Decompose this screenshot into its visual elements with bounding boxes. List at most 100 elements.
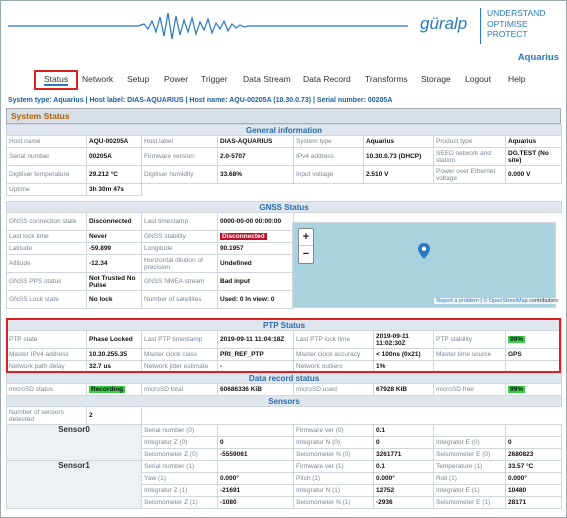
report-problem-link[interactable]: Report a problem [436, 298, 479, 304]
tab-help[interactable]: Help [508, 74, 526, 84]
tab-trigger[interactable]: Trigger [201, 74, 228, 84]
label-cell: Network path delay [6, 360, 87, 373]
value-cell: 0 [373, 436, 434, 449]
label-cell: Seismometer E (1) [433, 496, 506, 509]
tab-status[interactable]: Status [44, 74, 69, 84]
value-cell: 00205A [86, 147, 142, 166]
value-cell: 90.1957 [217, 242, 294, 255]
table-row: Uptime 3h 30m 47s [6, 183, 562, 196]
label-cell: Last PTP lock time [293, 330, 374, 349]
label-cell: Network jitter estimate [141, 360, 218, 373]
label-cell [433, 424, 506, 437]
table-row: Sensor1 Serial number (1) Firmware ver (… [6, 460, 563, 509]
label-cell: Host label [141, 135, 218, 148]
record-header: Data record status [5, 372, 563, 384]
tab-power[interactable]: Power [164, 74, 189, 84]
label-cell: PTP stability [433, 330, 506, 349]
label-cell: Integrator E (1) [433, 484, 506, 497]
device-name: Aquarius [517, 52, 559, 63]
tab-logout[interactable]: Logout [465, 74, 491, 84]
label-cell: Roll (1) [433, 472, 506, 485]
label-cell: Integrator Z (0) [141, 436, 218, 449]
status-badge: 99% [508, 336, 526, 343]
empty-cell [433, 360, 506, 373]
tab-storage[interactable]: Storage [421, 74, 451, 84]
value-cell: Used: 0 In view: 0 [217, 290, 294, 309]
tab-setup[interactable]: Setup [127, 74, 150, 84]
map-attribution: Report a problem | © OpenStreetMap contr… [434, 298, 560, 304]
value-cell: -1080 [217, 496, 294, 509]
attribution-text: contributors [527, 298, 558, 304]
tagline-line: OPTIMISE [487, 18, 528, 29]
label-cell: GNSS PPS status [6, 272, 87, 291]
tab-data-record[interactable]: Data Record [303, 74, 351, 84]
label-cell: Digitiser temperature [6, 165, 87, 184]
value-cell [217, 424, 294, 437]
label-cell: Pitch (1) [293, 472, 374, 485]
osm-link[interactable]: © OpenStreetMap [483, 298, 528, 304]
tab-data-stream[interactable]: Data Stream [243, 74, 291, 84]
value-cell: 3h 30m 47s [86, 183, 142, 196]
value-cell: 60686336 KiB [217, 383, 294, 396]
label-cell: Network outliers [293, 360, 374, 373]
active-tab-indicator [44, 84, 68, 86]
value-cell: 0.000° [373, 472, 434, 485]
table-row: Network path delay 32.7 us Network jitter… [6, 360, 563, 373]
label-cell: microSD free [433, 383, 506, 396]
value-cell: 99% [504, 330, 563, 349]
value-cell: - [217, 360, 294, 373]
value-cell: Disconnected [217, 230, 294, 243]
table-row: Seismometer Z (1) -1080 Seismometer N (1)… [7, 496, 563, 509]
value-cell: 29.212 °C [86, 165, 142, 184]
status-badge: Recording [89, 386, 126, 393]
value-cell: 0.000° [217, 472, 294, 485]
zoom-in-button[interactable]: + [299, 229, 313, 246]
label-cell: Seismometer E (0) [433, 448, 506, 461]
label-cell: Firmware version [141, 147, 218, 166]
label-cell: Seismometer N (0) [293, 448, 374, 461]
value-cell: 2 [86, 406, 142, 425]
value-cell: 28171 [504, 496, 563, 509]
table-row: Digitiser temperature 29.212 °C Digitiser… [6, 165, 563, 184]
table-row: Host name AQU-00205A Host label DIAS-AQUAR… [6, 135, 563, 148]
value-cell: 10480 [504, 484, 563, 497]
tab-transforms[interactable]: Transforms [365, 74, 408, 84]
system-summary: System type: Aquarius | Host label: DIAS… [8, 97, 393, 104]
table-row: Latitude -59.899 Longitude 90.1957 [6, 242, 562, 255]
label-cell: Last lock time [6, 230, 87, 243]
status-tab-highlight [34, 70, 78, 90]
table-row: Altitude -12.34 Horizontal dilution of pr… [6, 254, 562, 273]
zoom-out-button[interactable]: − [302, 248, 310, 260]
gnss-map[interactable] [292, 222, 556, 308]
tab-network[interactable]: Network [82, 74, 114, 84]
value-cell: Aquarius [504, 135, 563, 148]
label-cell: Integrator N (0) [293, 436, 374, 449]
label-cell: Input voltage [293, 165, 364, 184]
value-cell: -12.34 [86, 254, 142, 273]
ptp-table: PTP Status PTP state Phase Locked Last PT… [5, 319, 563, 509]
value-cell: 33.57 °C [504, 460, 563, 473]
tagline: UNDERSTAND OPTIMISE PROTECT [487, 8, 545, 40]
logo-divider [480, 8, 481, 44]
table-row: Serial number 00205A Firmware version 2.0-… [6, 147, 563, 166]
label-cell: Master time source [433, 348, 506, 361]
status-badge: 99% [508, 386, 526, 393]
value-cell: 0.000 V [504, 165, 563, 184]
map-pin-icon[interactable] [418, 243, 430, 259]
label-cell: Product type [433, 135, 506, 148]
label-cell: Firmware ver (1) [293, 460, 374, 473]
label-cell: GNSS Lock state [6, 290, 87, 309]
value-cell: -5559061 [217, 448, 294, 461]
label-cell: Horizontal dilution of precision [141, 254, 218, 273]
label-cell: Temperature (1) [433, 460, 506, 473]
table-row: Integrator Z (0) 0 Integrator N (0) 0 Inte… [7, 436, 563, 449]
ptp-header: PTP Status [5, 319, 563, 331]
label-cell: GNSS NMEA stream [141, 272, 218, 291]
value-cell: 67928 KiB [373, 383, 434, 396]
gnss-header: GNSS Status [5, 201, 563, 213]
label-cell: Uptime [6, 183, 87, 196]
value-cell: 0.000° [504, 472, 563, 485]
tagline-line: PROTECT [487, 29, 528, 39]
table-row: Master IPv4 address 10.30.255.35 Master c… [6, 348, 563, 361]
value-cell: Not Trusted No Pulse [86, 272, 142, 291]
